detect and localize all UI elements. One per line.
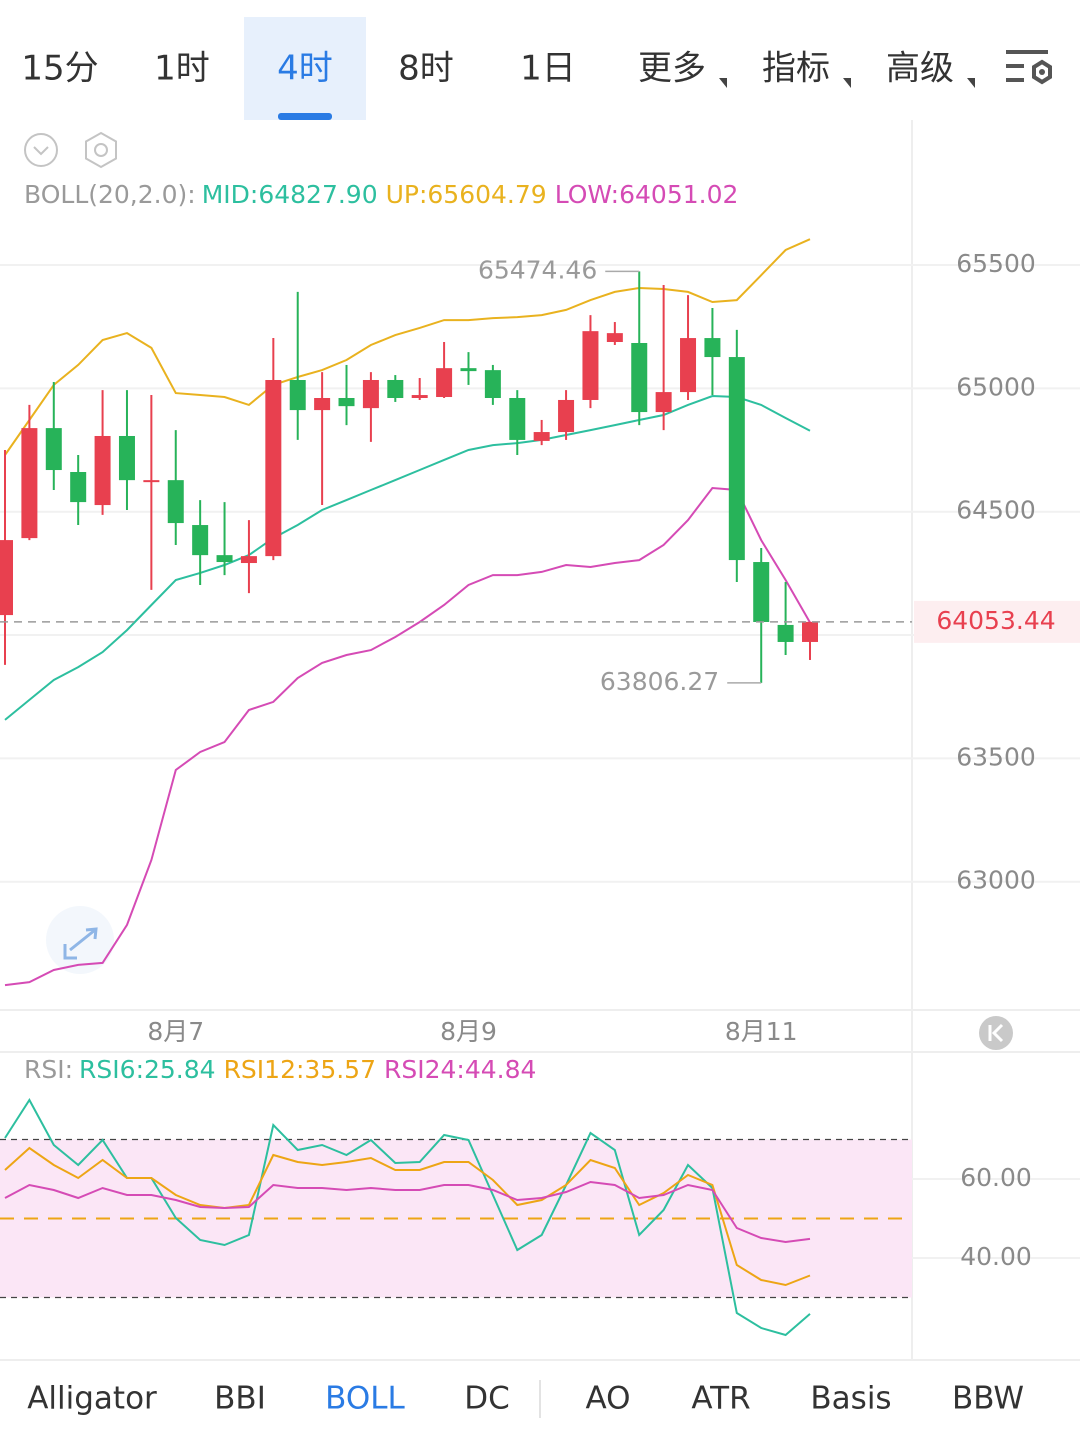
last-price-box <box>914 600 1080 643</box>
candle-body <box>265 379 282 557</box>
candle-body <box>582 331 599 400</box>
candle-body <box>533 432 550 441</box>
candle-body <box>704 338 721 358</box>
candle-body <box>606 333 623 343</box>
candle-body <box>0 540 13 616</box>
indicator-tab[interactable]: ATR <box>691 1381 750 1417</box>
expand-icon[interactable] <box>46 906 114 974</box>
rsi-line <box>4 1180 811 1244</box>
x-tick-label: 8月9 <box>440 1017 497 1046</box>
dropdown-caret <box>843 78 851 88</box>
candle-body <box>460 368 477 372</box>
y-tick-label: 63500 <box>956 742 1036 771</box>
collapse-icon[interactable] <box>24 133 58 167</box>
candle-body <box>216 555 233 563</box>
candle-body <box>70 472 87 503</box>
candle-body <box>45 428 62 471</box>
active-tab-bg <box>244 17 366 120</box>
indicator-tab[interactable]: Alligator <box>27 1381 157 1417</box>
y-tick-label: 60.00 <box>960 1163 1032 1192</box>
legend-item: MID:64827.90 <box>202 180 378 209</box>
boll-line <box>4 238 811 456</box>
candle-body <box>314 398 331 411</box>
time-tab[interactable]: 高级 <box>886 49 954 89</box>
y-tick-label: 65000 <box>956 372 1036 401</box>
candle-body <box>777 624 794 642</box>
y-tick-label: 40.00 <box>960 1242 1032 1271</box>
legend-item: RSI24:44.84 <box>384 1055 536 1084</box>
candle-body <box>728 357 745 561</box>
boll-line <box>4 394 811 721</box>
candle-body <box>21 428 38 539</box>
candle-body <box>118 435 135 481</box>
settings-hex-icon[interactable] <box>85 131 117 169</box>
time-tab[interactable]: 15分 <box>21 49 98 89</box>
indicator-tab[interactable]: Basis <box>810 1381 891 1417</box>
legend-title: RSI: <box>24 1055 73 1084</box>
candle-body <box>94 435 111 506</box>
y-tick-label: 64500 <box>956 496 1036 525</box>
indicator-tab[interactable]: BOLL <box>325 1381 405 1417</box>
candle-body <box>338 398 355 407</box>
candle-body <box>680 338 697 393</box>
last-price-label: 64053.44 <box>936 606 1055 635</box>
candle-body <box>509 398 526 440</box>
boll-line <box>4 486 811 987</box>
indicator-legend: RSI: RSI6:25.84 RSI12:35.57 RSI24:44.84 <box>24 1055 536 1084</box>
legend-item: LOW:64051.02 <box>555 180 739 209</box>
indicator-tab[interactable]: DC <box>464 1381 510 1417</box>
indicator-legend: BOLL(20,2.0): MID:64827.90 UP:65604.79 LOW:… <box>24 180 738 209</box>
indicator-tab[interactable]: BBI <box>214 1381 266 1417</box>
active-tab-indicator <box>278 113 332 120</box>
candle-body <box>240 556 257 564</box>
candle-body <box>484 370 501 399</box>
candle-body <box>387 379 404 399</box>
time-tab[interactable]: 4时 <box>277 49 333 89</box>
time-tab[interactable]: 更多 <box>638 49 706 89</box>
candle-body <box>802 621 818 642</box>
candle-body <box>167 480 184 524</box>
indicator-tab[interactable]: AO <box>585 1381 630 1417</box>
candle-body <box>411 395 428 399</box>
dropdown-caret <box>967 78 975 88</box>
candle-body <box>558 399 575 433</box>
time-tab[interactable]: 1日 <box>520 49 576 89</box>
indicator-tab[interactable]: BBW <box>952 1381 1024 1417</box>
low-label: 63806.27 <box>600 667 719 696</box>
scroll-latest-icon[interactable] <box>979 1016 1013 1050</box>
candle-body <box>655 392 672 413</box>
candle-body <box>143 480 160 483</box>
x-tick-label: 8月11 <box>725 1017 798 1046</box>
candle-body <box>436 368 453 398</box>
legend-item: RSI12:35.57 <box>224 1055 376 1084</box>
legend-title: BOLL(20,2.0): <box>24 180 196 209</box>
legend-item: UP:65604.79 <box>386 180 547 209</box>
candle-body <box>753 562 770 622</box>
candle-body <box>289 379 306 411</box>
dropdown-caret <box>719 78 727 88</box>
y-tick-label: 63000 <box>956 866 1036 895</box>
rsi-line <box>4 1146 811 1287</box>
settings-icon[interactable] <box>1006 50 1052 85</box>
time-tab[interactable]: 1时 <box>154 49 210 89</box>
high-label: 65474.46 <box>478 255 597 284</box>
x-tick-label: 8月7 <box>147 1017 204 1046</box>
candle-body <box>192 525 209 556</box>
y-tick-label: 65500 <box>956 249 1036 278</box>
candle-body <box>631 342 648 413</box>
legend-item: RSI6:25.84 <box>79 1055 216 1084</box>
time-tab[interactable]: 8时 <box>398 49 454 89</box>
time-tab[interactable]: 指标 <box>762 49 830 89</box>
candle-body <box>362 379 379 409</box>
